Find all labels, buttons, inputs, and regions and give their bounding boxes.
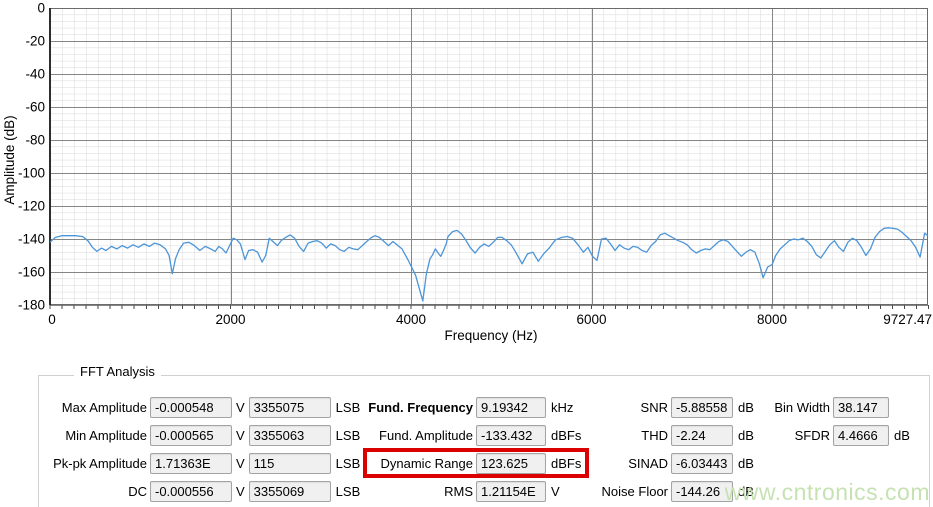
pkpk-amplitude-row: Pk-pk Amplitude 1.71363E V 115 LSB: [40, 449, 360, 477]
spectrum-trace: [49, 227, 929, 302]
y-tick-label: -120: [18, 199, 45, 214]
y-tick-label: -40: [25, 67, 45, 82]
sfdr-row: SFDR 4.4666 dB: [742, 421, 910, 449]
y-tick-label: -140: [18, 232, 45, 247]
watermark: www.cntronics.com: [724, 479, 930, 505]
bin-width-field[interactable]: 38.147: [833, 396, 889, 418]
y-tick-label: -100: [18, 166, 45, 181]
x-tick-label: 9727.47: [883, 312, 932, 327]
snr-label: SNR: [640, 399, 668, 415]
bin-width-label: Bin Width: [774, 399, 830, 415]
thd-row: THD -2.24 dB: [560, 421, 754, 449]
dbfs-unit-label: dBFs: [551, 455, 582, 471]
fft-analysis-title: FFT Analysis: [74, 364, 161, 379]
lsb-unit-label: LSB: [335, 427, 361, 443]
x-tick-label: 0: [48, 312, 56, 327]
rms-label: RMS: [444, 483, 473, 499]
snr-stats-group: SNR -5.88558 dB THD -2.24 dB SINAD -6.03…: [560, 393, 754, 505]
x-tick-label: 4000: [396, 312, 426, 327]
dc-label: DC: [128, 483, 147, 499]
noise-floor-field[interactable]: -144.26: [671, 480, 733, 502]
noise-floor-label: Noise Floor: [601, 483, 668, 499]
volts-unit-label: V: [551, 483, 560, 499]
volts-unit-label: V: [236, 427, 245, 443]
max-amplitude-lsb-field[interactable]: 3355075: [248, 396, 331, 418]
sinad-row: SINAD -6.03443 dB: [560, 449, 754, 477]
min-amplitude-v-field[interactable]: -0.000565: [150, 424, 232, 446]
dc-row: DC -0.000556 V 3355069 LSB: [40, 477, 360, 505]
x-axis-title: Frequency (Hz): [444, 328, 537, 343]
max-amplitude-v-field[interactable]: -0.000548: [150, 396, 232, 418]
thd-label: THD: [641, 427, 668, 443]
db-unit-label: dB: [738, 455, 754, 471]
y-tick-label: -80: [25, 133, 45, 148]
pkpk-amplitude-lsb-field[interactable]: 115: [248, 452, 331, 474]
volts-unit-label: V: [236, 399, 245, 415]
dynamic-range-label: Dynamic Range: [380, 455, 474, 471]
minor-grid: [50, 8, 928, 305]
dc-lsb-field[interactable]: 3355069: [248, 480, 331, 502]
pkpk-amplitude-label: Pk-pk Amplitude: [53, 455, 147, 471]
rms-row: RMS 1.21154E V: [340, 477, 581, 505]
dbfs-unit-label: dBFs: [551, 427, 582, 443]
sfdr-label: SFDR: [794, 427, 830, 443]
bin-width-row: Bin Width 38.147: [742, 393, 910, 421]
dc-v-field[interactable]: -0.000556: [150, 480, 232, 502]
fund-frequency-label: Fund. Frequency: [368, 399, 473, 415]
min-amplitude-lsb-field[interactable]: 3355063: [248, 424, 331, 446]
y-tick-label: -60: [25, 100, 45, 115]
amplitude-stats-group: Max Amplitude -0.000548 V 3355075 LSB Mi…: [40, 393, 360, 505]
lsb-unit-label: LSB: [335, 483, 361, 499]
dynamic-range-row: Dynamic Range 123.625 dBFs: [340, 449, 581, 477]
db-unit-label: dB: [894, 427, 910, 443]
volts-unit-label: V: [236, 483, 245, 499]
lsb-unit-label: LSB: [335, 399, 361, 415]
x-axis-minor-ticks: [49, 305, 929, 309]
min-amplitude-row: Min Amplitude -0.000565 V 3355063 LSB: [40, 421, 360, 449]
bin-width-sfdr-group: Bin Width 38.147 SFDR 4.4666 dB: [742, 393, 910, 449]
fundamental-stats-group: Fund. Frequency 9.19342 kHz Fund. Amplit…: [340, 393, 581, 505]
x-tick-label: 8000: [757, 312, 787, 327]
lsb-unit-label: LSB: [335, 455, 361, 471]
fund-amplitude-label: Fund. Amplitude: [379, 427, 473, 443]
db-unit-label: dB: [738, 427, 754, 443]
min-amplitude-label: Min Amplitude: [65, 427, 147, 443]
y-tick-label: -20: [25, 34, 45, 49]
major-grid: [50, 8, 928, 306]
volts-unit-label: V: [236, 455, 245, 471]
x-tick-label: 6000: [576, 312, 606, 327]
max-amplitude-row: Max Amplitude -0.000548 V 3355075 LSB: [40, 393, 360, 421]
fund-amplitude-field[interactable]: -133.432: [476, 424, 546, 446]
fund-amplitude-row: Fund. Amplitude -133.432 dBFs: [340, 421, 581, 449]
fund-frequency-field[interactable]: 9.19342: [476, 396, 546, 418]
snr-field[interactable]: -5.88558: [671, 396, 733, 418]
sinad-label: SINAD: [628, 455, 668, 471]
thd-field[interactable]: -2.24: [671, 424, 733, 446]
y-axis-title: Amplitude (dB): [2, 115, 17, 204]
dynamic-range-field[interactable]: 123.625: [476, 452, 546, 474]
sinad-field[interactable]: -6.03443: [671, 452, 733, 474]
db-unit-label: dB: [738, 483, 754, 499]
fft-analysis-groupbox: [38, 375, 930, 507]
x-tick-label: 2000: [215, 312, 245, 327]
fund-frequency-row: Fund. Frequency 9.19342 kHz: [340, 393, 581, 421]
sfdr-field[interactable]: 4.4666: [833, 424, 889, 446]
spectrum-chart: 0 -20 -40 -60 -80 -100 -120 -140 -160 -1…: [2, 1, 932, 344]
rms-field[interactable]: 1.21154E: [476, 480, 546, 502]
snr-row: SNR -5.88558 dB: [560, 393, 754, 421]
pkpk-amplitude-v-field[interactable]: 1.71363E: [150, 452, 232, 474]
khz-unit-label: kHz: [551, 399, 574, 415]
y-tick-label: 0: [37, 1, 45, 16]
noise-floor-row: Noise Floor -144.26 dB: [560, 477, 754, 505]
db-unit-label: dB: [738, 399, 754, 415]
y-tick-label: -180: [18, 298, 45, 313]
max-amplitude-label: Max Amplitude: [61, 399, 147, 415]
y-tick-label: -160: [18, 265, 45, 280]
